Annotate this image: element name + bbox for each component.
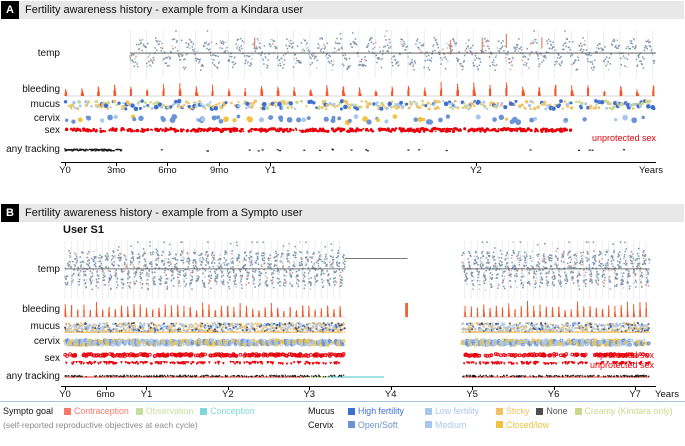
legend-item-label: Contraception: [74, 406, 129, 416]
legend-item-label: Conception: [210, 406, 255, 416]
legend-item-label: Closed/low: [506, 419, 550, 430]
legend-sympto-goal: Sympto goal Contraception Observation Conc…: [3, 406, 262, 430]
legend-swatch-icon: [348, 407, 355, 415]
legend-mucus-label: Mucus: [308, 406, 335, 417]
x-tick-label-y5: Y5: [466, 389, 478, 400]
annotation-protected-sex-text: protected sex: [599, 350, 654, 360]
legend-cervix-label: Cervix: [308, 419, 334, 430]
row-label-mucus-b: mucus: [30, 321, 60, 332]
legend-item-label: Low fertility: [435, 406, 479, 416]
panel-a-letter: A: [1, 1, 19, 19]
panel-a-title: Fertility awareness history - example fr…: [25, 4, 304, 16]
row-label-sex-a: sex: [44, 125, 60, 136]
x-axis-title-a: Years: [639, 165, 663, 176]
legend-symptoms: Mucus High fertility Low fertility Sticky N…: [308, 406, 680, 433]
legend-item-open-soft: Open/Soft: [348, 420, 418, 430]
row-label-mucus-a: mucus: [30, 99, 60, 110]
x-tick-label-y3: Y3: [303, 389, 316, 400]
legend-swatch-icon: [64, 407, 71, 415]
x-tick-label-y0: Y0: [59, 389, 71, 400]
legend-item-creamy-kindara-only-: Creamy (Kindara only): [574, 406, 673, 416]
x-axis-title-b: Years: [655, 389, 679, 400]
x-tick-label-9mo: 9mo: [210, 165, 229, 176]
row-label-cervix-a: cervix: [33, 113, 60, 124]
row-label-any-tracking-a: any tracking: [6, 144, 60, 155]
x-tick-label-y0: Y0: [59, 165, 71, 176]
panel-b-letter: B: [1, 204, 19, 222]
legend-item-label: Creamy (Kindara only): [584, 406, 673, 416]
panel-b-header: B Fertility awareness history - example …: [1, 204, 684, 222]
x-tick-label-3mo: 3mo: [106, 165, 126, 176]
legend-swatch-icon: [425, 421, 432, 428]
legend-item-label: None: [546, 406, 568, 416]
legend-item-high-fertility: High fertility: [348, 406, 418, 416]
panel-a-header: A Fertility awareness history - example …: [1, 1, 684, 19]
x-tick-label-6mo: 6mo: [158, 165, 177, 176]
row-label-temp-a: temp: [37, 48, 60, 59]
row-label-any-tracking-b: any tracking: [6, 371, 60, 382]
legend-item-medium: Medium: [425, 420, 489, 430]
x-tick-label-y7: Y7: [629, 389, 641, 400]
legend-item-none: None: [536, 406, 568, 416]
row-label-bleeding-b: bleeding: [22, 304, 60, 315]
legend-swatch-icon: [536, 407, 544, 415]
x-tick-label-y1: Y1: [264, 165, 277, 176]
user-label: User S1: [63, 224, 104, 236]
legend-item-low-fertility: Low fertility: [425, 406, 489, 416]
annotation-protected-sex-b: protected sex: [592, 350, 654, 360]
x-tick-label-y2: Y2: [222, 389, 234, 400]
x-tick-label-y2: Y2: [470, 165, 482, 176]
legend-item-closed-low: Closed/low: [496, 420, 549, 430]
panel-b-title: Fertility awareness history - example fr…: [25, 207, 303, 219]
legend-swatch-icon: [496, 407, 503, 415]
legend-sympto-goal-items: Contraception Observation Conception: [64, 406, 262, 417]
legend-item-sticky: Sticky: [496, 406, 529, 416]
legend-swatch-icon: [425, 407, 432, 415]
legend-item-label: Observation: [145, 406, 194, 416]
legend-item-label: Sticky: [506, 406, 530, 416]
legend-swatch-icon: [496, 421, 503, 428]
legend-mucus-items: High fertility Low fertility Sticky None Cre…: [348, 406, 680, 417]
legend-item-label: High fertility: [358, 406, 404, 416]
legend-cervix-items: Open/Soft Medium Closed/low: [348, 420, 556, 431]
row-label-temp-b: temp: [37, 264, 60, 275]
annotation-unprotected-sex-a: unprotected sex: [591, 133, 656, 143]
legend-swatch-icon: [135, 407, 143, 415]
x-tick-label-y1: Y1: [140, 389, 153, 400]
legend-item-label: Medium: [435, 419, 467, 430]
legend-item-contraception: Contraception: [64, 406, 129, 416]
legend-item-observation: Observation: [135, 406, 194, 416]
row-label-bleeding-a: bleeding: [22, 84, 60, 95]
annotation-unprotected-sex-b: unprotected sex: [589, 360, 654, 370]
legend-swatch-icon: [200, 407, 208, 415]
x-tick-label-6mo: 6mo: [96, 389, 115, 400]
x-tick-label-y6: Y6: [547, 389, 560, 400]
x-tick-label-y4: Y4: [384, 389, 397, 400]
row-label-sex-b: sex: [44, 353, 60, 364]
protected-sex-circle-icon: [592, 353, 597, 357]
legend-swatch-icon: [348, 421, 355, 428]
legend-item-label: Open/Soft: [358, 419, 398, 430]
legend-item-conception: Conception: [200, 406, 255, 416]
legend-swatch-icon: [574, 407, 582, 415]
legend-divider: [0, 401, 685, 402]
legend-sympto-goal-label: Sympto goal: [3, 406, 54, 417]
row-label-cervix-b: cervix: [33, 336, 60, 347]
legend-sympto-goal-sublabel: (self-reported reproductive objectives a…: [3, 419, 198, 430]
